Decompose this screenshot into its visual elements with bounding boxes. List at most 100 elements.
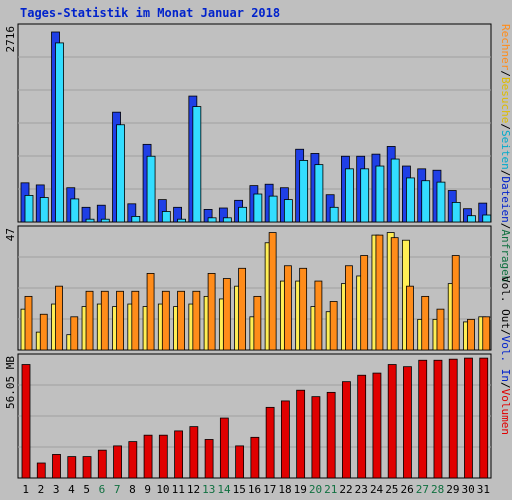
bar-dateien: [238, 206, 248, 223]
y-max-label-1: 2716: [4, 26, 17, 53]
y-max-label-2: 47: [4, 228, 17, 241]
x-tick-label: 15: [233, 483, 246, 496]
bar-rechner: [238, 267, 247, 351]
x-tick-label: 27: [416, 483, 429, 496]
x-tick-label: 28: [431, 483, 444, 496]
bar-dateien: [24, 195, 34, 223]
bar-rechner: [329, 301, 338, 351]
x-tick-label: 18: [278, 483, 291, 496]
x-tick-label: 22: [339, 483, 352, 496]
bar-rechner: [161, 290, 170, 351]
bar-dateien: [314, 164, 324, 223]
bar-dateien: [116, 124, 125, 223]
bar-rechner: [283, 265, 292, 351]
bar-dateien: [436, 181, 446, 223]
bar-volumen: [189, 426, 199, 479]
y-max-label-3: 56.05 MB: [4, 356, 17, 409]
x-tick-label: 5: [83, 483, 90, 496]
legend-item: Volumen: [499, 389, 512, 435]
x-tick-label: 29: [446, 483, 459, 496]
bar-dateien: [467, 215, 476, 223]
bar-volumen: [265, 406, 275, 479]
x-tick-label: 8: [129, 483, 136, 496]
bar-volumen: [464, 357, 473, 479]
legend-item: /: [499, 382, 512, 389]
legend-bottom: Vol. Out/Vol. In/Volumen: [499, 276, 512, 435]
bar-rechner: [451, 255, 460, 351]
bar-dateien: [268, 195, 278, 223]
x-tick-label: 14: [217, 483, 231, 496]
bar-rechner: [375, 234, 384, 351]
legend-item: Vol. In: [499, 336, 512, 382]
bar-dateien: [451, 202, 461, 223]
bar-volumen: [143, 434, 153, 479]
bar-rechner: [467, 318, 475, 351]
bar-rechner: [70, 316, 79, 351]
bar-dateien: [207, 217, 217, 223]
bar-volumen: [296, 389, 306, 479]
bar-dateien: [406, 177, 415, 223]
legend-item: Besuche: [499, 77, 512, 123]
bar-dateien: [283, 199, 293, 223]
bar-dateien: [70, 198, 80, 223]
bar-volumen: [219, 417, 229, 479]
bar-dateien: [161, 211, 171, 223]
bar-volumen: [280, 400, 290, 479]
bar-dateien: [131, 216, 141, 223]
bar-dateien: [39, 197, 49, 223]
bar-volumen: [250, 436, 260, 479]
bar-volumen: [342, 381, 351, 479]
x-tick-label: 31: [477, 483, 490, 496]
bar-volumen: [113, 445, 122, 479]
bar-volumen: [204, 439, 214, 479]
bar-rechner: [268, 232, 277, 351]
bar-rechner: [406, 285, 414, 351]
legend-item: Dateien: [499, 176, 512, 222]
x-tick-label: 11: [172, 483, 185, 496]
bar-dateien: [85, 218, 95, 223]
bar-volumen: [21, 364, 31, 479]
bar-volumen: [174, 430, 183, 479]
bar-volumen: [372, 372, 382, 479]
legend-item: /: [499, 223, 512, 230]
x-tick-label: 7: [114, 483, 121, 496]
x-tick-label: 13: [202, 483, 215, 496]
legend-item: Vol. Out: [499, 276, 512, 329]
bar-rechner: [314, 280, 323, 351]
x-tick-label: 21: [324, 483, 337, 496]
bar-rechner: [436, 308, 445, 351]
bar-volumen: [97, 449, 107, 479]
bar-rechner: [100, 290, 109, 351]
x-tick-label: 26: [400, 483, 413, 496]
bar-rechner: [146, 273, 155, 351]
bar-rechner: [299, 267, 308, 351]
bar-rechner: [207, 273, 216, 351]
bar-volumen: [403, 366, 412, 479]
bar-rechner: [253, 295, 262, 351]
bar-dateien: [375, 165, 385, 223]
legend-item: /: [499, 329, 512, 336]
bar-volumen: [418, 359, 428, 479]
chart-title: Tages-Statistik im Monat Januar 2018: [20, 6, 281, 20]
legend-item: Seiten: [499, 130, 512, 170]
x-tick-label: 30: [461, 483, 474, 496]
bar-rechner: [421, 295, 430, 351]
bar-volumen: [52, 454, 61, 479]
bar-rechner: [360, 255, 369, 351]
legend-item: /: [499, 70, 512, 77]
bar-dateien: [390, 158, 400, 223]
x-tick-label: 9: [144, 483, 151, 496]
bar-dateien: [253, 193, 263, 223]
bar-dateien: [299, 160, 309, 223]
x-tick-label: 25: [385, 483, 398, 496]
x-tick-label: 10: [156, 483, 169, 496]
bar-volumen: [235, 445, 245, 479]
bar-rechner: [85, 290, 94, 351]
x-tick-label: 4: [68, 483, 75, 496]
bar-volumen: [128, 441, 138, 479]
bar-dateien: [146, 155, 156, 223]
bar-dateien: [421, 180, 431, 223]
bar-dateien: [177, 218, 186, 223]
